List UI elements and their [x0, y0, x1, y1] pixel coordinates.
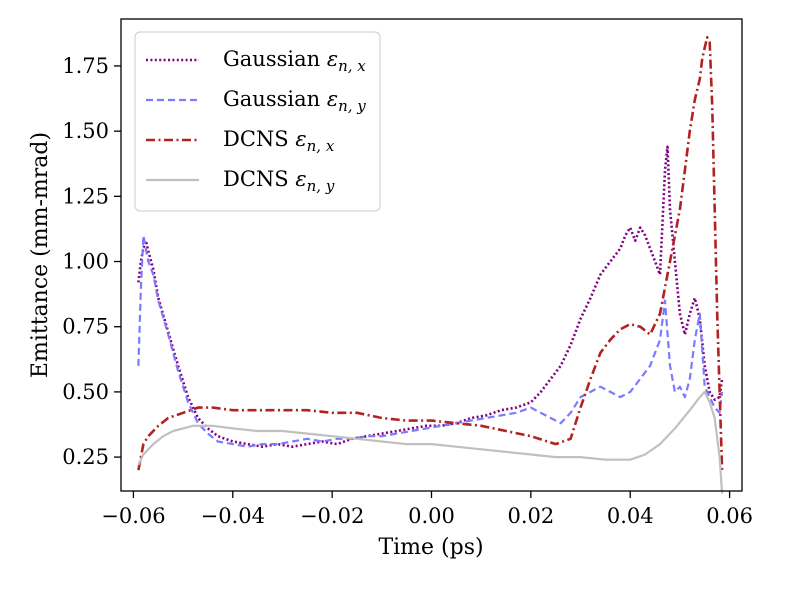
x-tick-label: 0.02 [507, 504, 554, 528]
x-tick-label: −0.02 [300, 504, 364, 528]
x-tick-label: −0.06 [101, 504, 165, 528]
y-tick-label: 1.50 [62, 119, 109, 143]
series-line-4 [137, 390, 724, 494]
legend-label-4: DCNS εn, y [223, 167, 335, 195]
legend-label-1: Gaussian εn, x [223, 47, 366, 75]
series-line-3 [137, 35, 724, 471]
legend-label-3: DCNS εn, x [223, 127, 335, 155]
x-tick-label: 0.04 [607, 504, 654, 528]
series-line-2 [137, 234, 724, 448]
series-layer [137, 35, 724, 494]
y-tick-label: 0.75 [62, 315, 109, 339]
legend-box [134, 31, 381, 212]
series-line-1 [137, 145, 724, 449]
ticks-layer: −0.06 −0.04 −0.02 0.00 0.02 0.04 0.06 0.25 0.50 0… [62, 54, 753, 528]
y-tick-label: 0.25 [62, 445, 109, 469]
y-tick-label: 0.50 [62, 380, 109, 404]
x-tick-label: −0.04 [201, 504, 265, 528]
y-axis-label: Emittance (mm-mrad) [28, 132, 53, 378]
x-tick-label: 0.00 [408, 504, 455, 528]
x-axis-label: Time (ps) [378, 535, 483, 560]
x-tick-label: 0.06 [706, 504, 753, 528]
y-tick-label: 1.75 [62, 54, 109, 78]
legend: Gaussian εn, x Gaussian εn, y DCNS εn, x DC… [134, 31, 381, 212]
legend-label-2: Gaussian εn, y [223, 87, 366, 115]
y-tick-label: 1.25 [62, 184, 109, 208]
y-tick-label: 1.00 [62, 250, 109, 274]
